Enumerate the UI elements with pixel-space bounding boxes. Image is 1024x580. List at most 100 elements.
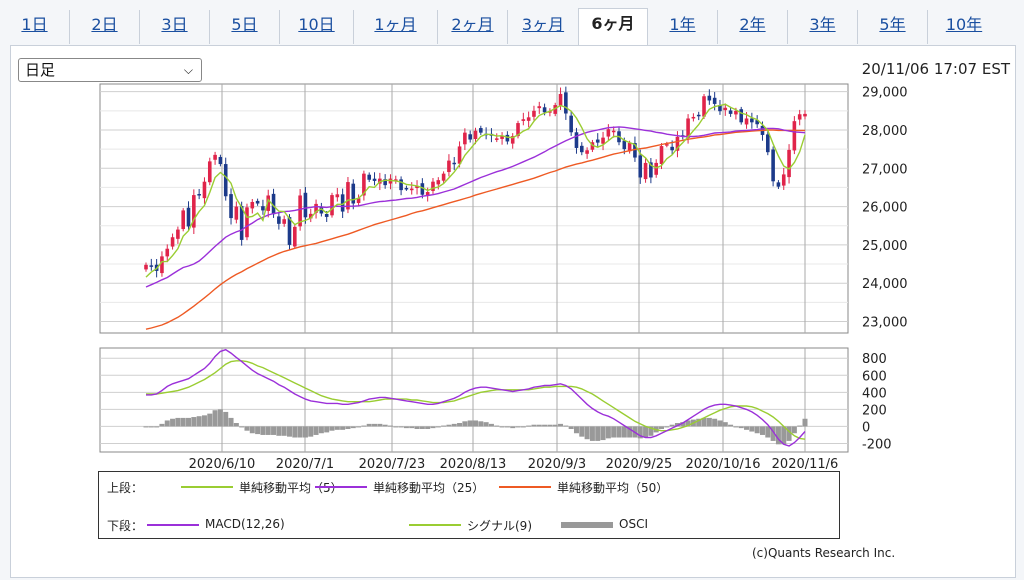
x-tick-label: 2020/7/1 xyxy=(276,457,334,472)
y-tick-label: 27,000 xyxy=(862,162,908,177)
candle-body xyxy=(574,132,579,148)
macd-y-tick-label: 0 xyxy=(862,420,870,435)
candle-body xyxy=(356,198,361,203)
osci-bar xyxy=(526,425,532,427)
tab-5[interactable]: 10日 xyxy=(280,10,354,44)
osci-bar xyxy=(717,420,723,427)
osci-bar xyxy=(409,426,415,429)
candle-body xyxy=(712,97,717,104)
osci-bar xyxy=(712,418,718,427)
osci-bar xyxy=(552,424,558,427)
candle-body xyxy=(170,237,175,247)
candle-body xyxy=(633,142,637,158)
osci-bar xyxy=(419,426,425,429)
macd-line xyxy=(146,348,806,447)
tab-8[interactable]: 3ヶ月 xyxy=(521,15,565,34)
candle-body xyxy=(564,92,568,114)
tab-9[interactable]: 6ヶ月 xyxy=(578,8,648,46)
legend-text-signal: シグナル(9) xyxy=(467,519,532,533)
period-select[interactable]: 日足 ⌵ xyxy=(18,58,202,82)
candle-body xyxy=(755,120,759,125)
candle-body xyxy=(207,161,212,183)
candle-body xyxy=(176,229,180,239)
legend-text-ma5: 単純移動平均（5） xyxy=(239,481,343,495)
candle-body xyxy=(287,217,292,245)
osci-bar xyxy=(494,425,500,427)
candle-body xyxy=(441,173,446,181)
osci-bar xyxy=(749,426,755,432)
tab-2[interactable]: 2日 xyxy=(70,10,140,44)
tab-11[interactable]: 2年 xyxy=(718,10,788,44)
osci-bar xyxy=(249,426,255,434)
candle-body xyxy=(771,149,775,182)
tab-7[interactable]: 2ヶ月 xyxy=(438,10,508,44)
osci-bar xyxy=(515,426,521,428)
osci-bar xyxy=(744,426,750,430)
candle-body xyxy=(335,194,340,198)
osci-bar xyxy=(674,423,680,427)
osci-bar xyxy=(398,426,404,428)
tab-10[interactable]: 1年 xyxy=(648,10,718,44)
candle-body xyxy=(160,256,164,274)
legend-text-ma25: 単純移動平均（25） xyxy=(373,481,485,495)
candle-body xyxy=(367,174,372,180)
osci-bar xyxy=(313,426,319,435)
osci-bar xyxy=(573,426,579,434)
osci-bar xyxy=(600,426,606,441)
candle-body xyxy=(330,195,334,216)
legend-swatch-ma5 xyxy=(181,486,233,488)
tab-4[interactable]: 5日 xyxy=(210,10,280,44)
candle-body xyxy=(606,129,611,137)
candle-body xyxy=(542,107,547,113)
candle-body xyxy=(303,192,308,218)
candle-body xyxy=(718,104,722,112)
signal-line xyxy=(146,360,806,440)
candle-body xyxy=(319,206,324,214)
osci-bar xyxy=(441,425,447,427)
x-tick-label: 2020/9/25 xyxy=(606,457,673,472)
candle-body xyxy=(404,187,409,190)
osci-bar xyxy=(170,418,176,427)
tab-1[interactable]: 1日 xyxy=(0,10,70,44)
legend-lower-row: 下段： MACD(12,26) シグナル(9) OSCI xyxy=(99,516,839,534)
tab-6[interactable]: 1ヶ月 xyxy=(354,10,438,44)
osci-bar xyxy=(627,426,633,438)
candle-body xyxy=(463,132,467,145)
osci-bar xyxy=(781,426,787,445)
osci-bar xyxy=(191,417,197,427)
osci-bar xyxy=(372,423,378,427)
osci-bar xyxy=(478,421,484,427)
candle-body xyxy=(271,193,276,215)
candle-body xyxy=(707,95,712,101)
osci-bar xyxy=(797,425,803,427)
osci-bar xyxy=(669,424,675,427)
tab-12[interactable]: 3年 xyxy=(788,10,858,44)
y-tick-label: 29,000 xyxy=(862,86,908,101)
candle-body xyxy=(393,179,398,181)
osci-bar xyxy=(265,426,271,435)
osci-bar xyxy=(446,424,452,427)
x-tick-label: 2020/6/10 xyxy=(189,457,256,472)
osci-bar xyxy=(308,426,314,437)
tab-14[interactable]: 10年 xyxy=(945,15,983,34)
legend-swatch-osci xyxy=(561,522,613,528)
candle-body xyxy=(473,130,478,140)
legend-lower-label: 下段： xyxy=(107,519,144,533)
osci-bar xyxy=(563,425,569,427)
tab-3[interactable]: 3日 xyxy=(140,10,210,44)
timeframe-tabs: 1日 2日 3日 5日 10日 1ヶ月 2ヶ月 3ヶ月 6ヶ月 1年 2年 3年 5年 10年 xyxy=(0,0,1024,46)
osci-bar xyxy=(664,426,670,428)
macd-y-tick-label: 800 xyxy=(862,352,887,367)
candle-body xyxy=(436,180,441,185)
osci-bar xyxy=(260,426,266,435)
tab-13[interactable]: 5年 xyxy=(858,10,928,44)
osci-bar xyxy=(297,426,303,438)
candle-body xyxy=(654,162,658,175)
osci-bar xyxy=(414,426,420,429)
osci-bar xyxy=(786,426,792,441)
osci-bar xyxy=(180,417,186,427)
candle-body xyxy=(494,138,499,140)
osci-bar xyxy=(685,420,691,427)
candle-body xyxy=(537,106,542,109)
